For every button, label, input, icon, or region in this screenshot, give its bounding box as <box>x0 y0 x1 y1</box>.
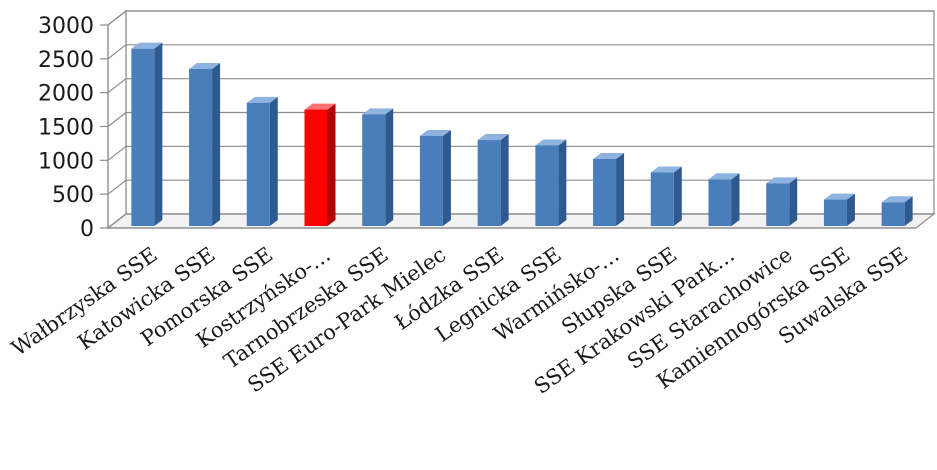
bar <box>189 62 221 226</box>
bar-front <box>823 199 847 226</box>
bar <box>131 42 163 226</box>
bar-front <box>650 172 674 226</box>
bar-top <box>419 129 451 136</box>
bar-front <box>189 68 213 226</box>
bar <box>535 139 567 226</box>
bar-top <box>535 139 567 146</box>
bar-front <box>419 135 443 226</box>
bar-side <box>327 103 336 226</box>
bar-top <box>650 166 682 173</box>
bar-side <box>616 152 625 226</box>
bar-side <box>731 173 740 226</box>
y-tick-label: 2500 <box>38 48 94 73</box>
bar-side <box>673 166 682 226</box>
bar-side <box>212 62 221 226</box>
bar-front <box>535 145 559 226</box>
chart-walls <box>106 9 936 230</box>
floor <box>106 213 936 229</box>
bar-top <box>881 196 913 203</box>
gridline <box>107 78 934 94</box>
gridline <box>107 44 934 60</box>
bar <box>708 173 740 226</box>
gridline <box>107 145 934 161</box>
bar <box>477 134 509 226</box>
gridline <box>107 111 934 127</box>
bar-top <box>189 62 221 69</box>
bars <box>131 42 913 226</box>
bar-top <box>304 103 336 110</box>
bar <box>766 177 798 226</box>
gridline <box>107 10 934 26</box>
bar <box>304 103 336 226</box>
bar-side <box>846 193 855 226</box>
y-tick-label: 1500 <box>38 116 94 141</box>
bar-front <box>131 48 155 226</box>
bar-top <box>246 96 278 103</box>
bar-top <box>593 152 625 159</box>
bar-top <box>362 108 394 115</box>
bar-top <box>477 134 509 141</box>
bar <box>362 108 394 226</box>
bar <box>650 166 682 226</box>
bar-front <box>708 179 732 226</box>
bar <box>593 152 625 226</box>
bar <box>246 96 278 226</box>
bar-front <box>477 140 501 226</box>
bar-top <box>131 42 163 49</box>
bar-side <box>385 108 394 226</box>
bar-side <box>269 96 278 226</box>
y-tick-label: 1000 <box>38 149 94 174</box>
bar-side <box>154 42 163 226</box>
bar <box>419 129 451 226</box>
bar-side <box>500 134 509 226</box>
bar-side <box>904 196 913 226</box>
bar-top <box>823 193 855 200</box>
bar-front <box>766 183 790 226</box>
bar-front <box>881 202 905 226</box>
bar-front <box>362 114 386 226</box>
bar-side <box>442 129 451 226</box>
bar-front <box>304 109 328 226</box>
bar <box>823 193 855 226</box>
bar-front <box>246 102 270 226</box>
bar-top <box>766 177 798 184</box>
bar <box>881 196 913 226</box>
bar-side <box>558 139 567 226</box>
bar-front <box>593 158 617 226</box>
y-axis-tick-labels: 0 500 1000 1500 2000 2500 3000 <box>38 14 94 242</box>
y-tick-label: 3000 <box>38 14 94 39</box>
bar-side <box>789 177 798 226</box>
y-tick-label: 500 <box>52 183 94 208</box>
y-tick-label: 0 <box>80 217 94 242</box>
y-tick-label: 2000 <box>38 82 94 107</box>
bar-top <box>708 173 740 180</box>
